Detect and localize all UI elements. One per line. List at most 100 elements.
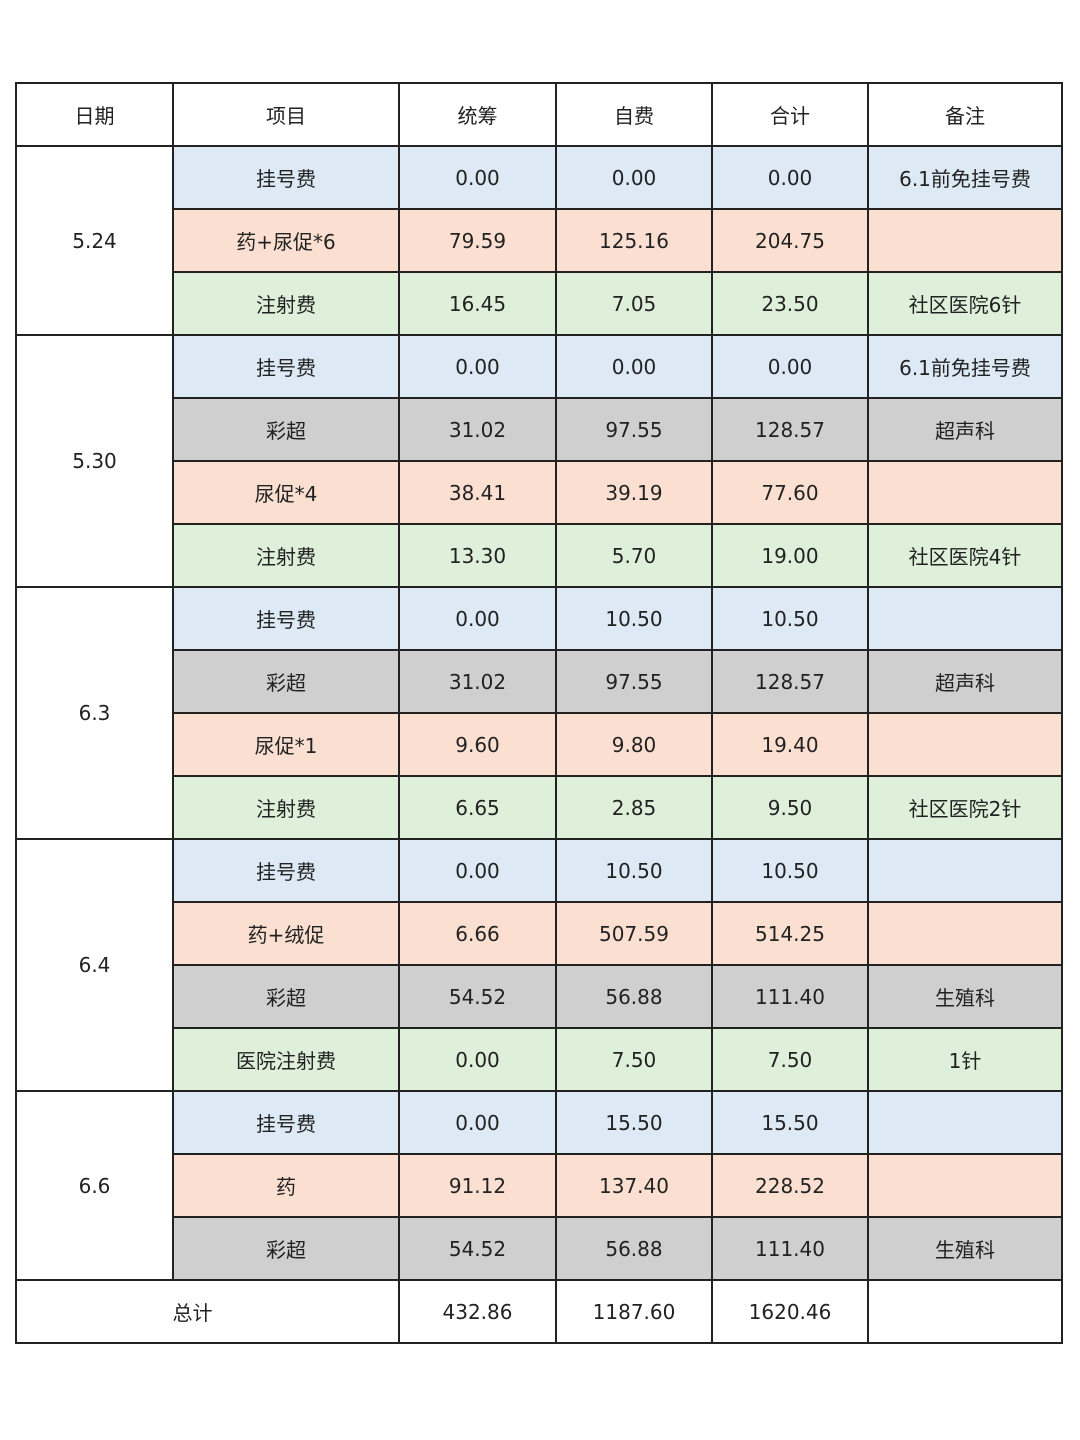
- zifei-cell: 2.85: [555, 775, 713, 840]
- zifei-cell: 9.80: [555, 712, 713, 777]
- zifei-cell: 125.16: [555, 208, 713, 273]
- header-note: 备注: [867, 82, 1063, 147]
- note-cell: 社区医院2针: [867, 775, 1063, 840]
- table-row: 6.4 挂号费 0.00 10.50 10.50: [15, 838, 1063, 1092]
- note-cell: 1针: [867, 1027, 1063, 1092]
- table-row: 尿促*4 38.41 39.19 77.60: [16, 460, 1063, 525]
- zifei-cell: 0.00: [555, 145, 713, 210]
- date-cell: 6.3: [15, 586, 174, 840]
- tongchou-cell: 6.66: [398, 901, 557, 966]
- total-cell: 23.50: [711, 271, 869, 336]
- note-cell: [867, 901, 1063, 966]
- total-cell: 19.00: [711, 523, 869, 588]
- tongchou-cell: 0.00: [398, 838, 557, 903]
- total-tongchou: 432.86: [398, 1279, 557, 1344]
- table-row: 药+绒促 6.66 507.59 514.25: [16, 901, 1063, 966]
- item-cell: 药: [172, 1153, 400, 1218]
- total-cell: 10.50: [711, 586, 869, 651]
- table-row: 6.6 挂号费 0.00 15.50 15.50: [15, 1090, 1063, 1281]
- total-cell: 111.40: [711, 1216, 869, 1281]
- total-sum: 1620.46: [711, 1279, 869, 1344]
- item-cell: 医院注射费: [172, 1027, 400, 1092]
- zifei-cell: 56.88: [555, 1216, 713, 1281]
- total-cell: 204.75: [711, 208, 869, 273]
- total-zifei: 1187.60: [555, 1279, 713, 1344]
- header-total: 合计: [711, 82, 869, 147]
- header-zifei: 自费: [555, 82, 713, 147]
- table-row: 注射费 13.30 5.70 19.00 社区医院4针: [16, 523, 1063, 588]
- total-cell: 0.00: [711, 145, 869, 210]
- note-cell: 社区医院6针: [867, 271, 1063, 336]
- total-cell: 128.57: [711, 649, 869, 714]
- tongchou-cell: 9.60: [398, 712, 557, 777]
- tongchou-cell: 6.65: [398, 775, 557, 840]
- header-date: 日期: [15, 82, 174, 147]
- total-cell: 514.25: [711, 901, 869, 966]
- zifei-cell: 10.50: [555, 838, 713, 903]
- zifei-cell: 56.88: [555, 964, 713, 1029]
- total-cell: 10.50: [711, 838, 869, 903]
- item-cell: 彩超: [172, 964, 400, 1029]
- table-row: 5.24 挂号费 0.00 0.00 0.00 6.1前免挂号费: [15, 145, 1063, 336]
- table-row: 彩超 54.52 56.88 111.40 生殖科: [16, 964, 1063, 1029]
- table-row: 彩超 31.02 97.55 128.57 超声科: [16, 397, 1063, 462]
- item-cell: 挂号费: [172, 1090, 400, 1155]
- note-cell: [867, 586, 1063, 651]
- zifei-cell: 97.55: [555, 649, 713, 714]
- item-cell: 挂号费: [172, 145, 400, 210]
- table-row: 彩超 31.02 97.55 128.57 超声科: [16, 649, 1063, 714]
- tongchou-cell: 0.00: [398, 145, 557, 210]
- zifei-cell: 5.70: [555, 523, 713, 588]
- item-cell: 药+绒促: [172, 901, 400, 966]
- note-cell: 生殖科: [867, 1216, 1063, 1281]
- note-cell: 生殖科: [867, 964, 1063, 1029]
- header-row: 日期 项目 统筹 自费 合计 备注: [15, 82, 1063, 147]
- total-cell: 77.60: [711, 460, 869, 525]
- total-cell: 128.57: [711, 397, 869, 462]
- table-row: 5.30 挂号费 0.00 0.00 0.00 6.1前免挂号费: [15, 334, 1063, 588]
- tongchou-cell: 16.45: [398, 271, 557, 336]
- total-cell: 7.50: [711, 1027, 869, 1092]
- item-cell: 药+尿促*6: [172, 208, 400, 273]
- table-row: 药 91.12 137.40 228.52: [16, 1153, 1063, 1218]
- total-cell: 9.50: [711, 775, 869, 840]
- total-label: 总计: [15, 1279, 400, 1344]
- note-cell: 超声科: [867, 649, 1063, 714]
- tongchou-cell: 79.59: [398, 208, 557, 273]
- total-cell: 0.00: [711, 334, 869, 399]
- zifei-cell: 97.55: [555, 397, 713, 462]
- note-cell: 6.1前免挂号费: [867, 145, 1063, 210]
- tongchou-cell: 31.02: [398, 649, 557, 714]
- total-cell: 19.40: [711, 712, 869, 777]
- table-row: 彩超 54.52 56.88 111.40 生殖科: [16, 1216, 1063, 1281]
- table-row: 尿促*1 9.60 9.80 19.40: [16, 712, 1063, 777]
- tongchou-cell: 31.02: [398, 397, 557, 462]
- date-cell: 5.30: [15, 334, 174, 588]
- note-cell: 6.1前免挂号费: [867, 334, 1063, 399]
- table-body: 5.24 挂号费 0.00 0.00 0.00 6.1前免挂号费 药+尿促*6 79.59 12…: [15, 145, 1063, 1281]
- item-cell: 注射费: [172, 271, 400, 336]
- zifei-cell: 39.19: [555, 460, 713, 525]
- tongchou-cell: 91.12: [398, 1153, 557, 1218]
- table-row: 注射费 16.45 7.05 23.50 社区医院6针: [16, 271, 1063, 336]
- zifei-cell: 137.40: [555, 1153, 713, 1218]
- header-item: 项目: [172, 82, 400, 147]
- zifei-cell: 10.50: [555, 586, 713, 651]
- note-cell: [867, 208, 1063, 273]
- total-cell: 228.52: [711, 1153, 869, 1218]
- tongchou-cell: 0.00: [398, 586, 557, 651]
- header-tongchou: 统筹: [398, 82, 557, 147]
- note-cell: [867, 712, 1063, 777]
- tongchou-cell: 13.30: [398, 523, 557, 588]
- zifei-cell: 15.50: [555, 1090, 713, 1155]
- zifei-cell: 7.50: [555, 1027, 713, 1092]
- tongchou-cell: 0.00: [398, 1027, 557, 1092]
- item-cell: 挂号费: [172, 586, 400, 651]
- zifei-cell: 7.05: [555, 271, 713, 336]
- item-cell: 挂号费: [172, 838, 400, 903]
- tongchou-cell: 54.52: [398, 1216, 557, 1281]
- zifei-cell: 0.00: [555, 334, 713, 399]
- note-cell: [867, 1153, 1063, 1218]
- total-cell: 15.50: [711, 1090, 869, 1155]
- total-row: 总计 432.86 1187.60 1620.46: [15, 1279, 1063, 1344]
